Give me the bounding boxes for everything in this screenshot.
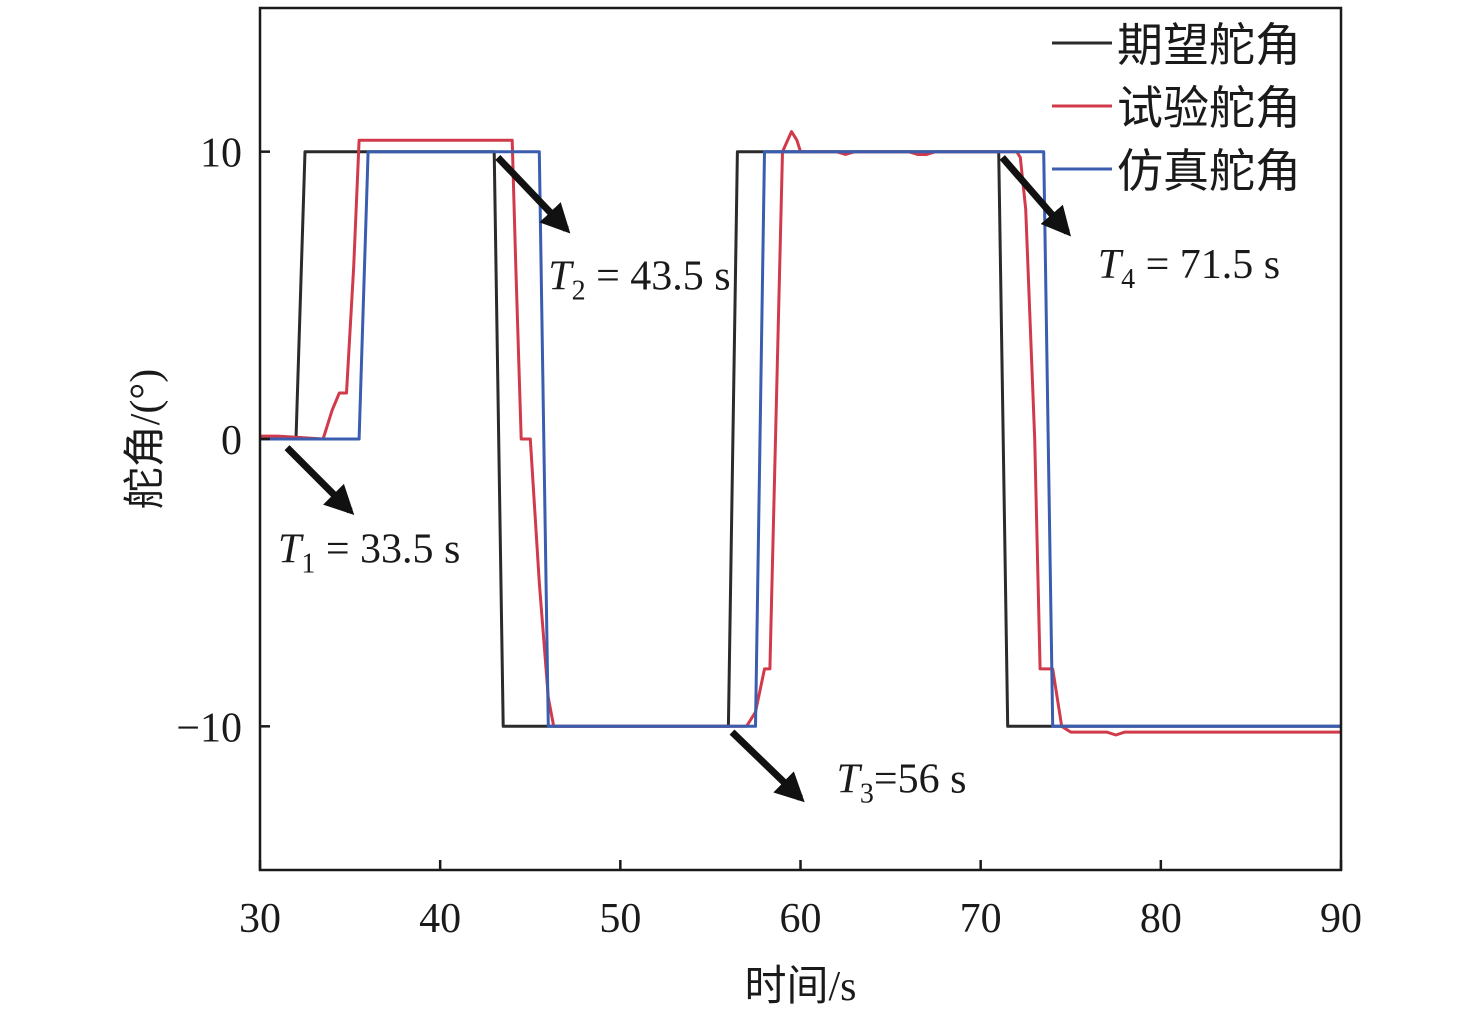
legend-label: 仿真舵角: [1117, 146, 1301, 197]
tick-labels: 30 40 50 60 70 80 90 −10 0 10: [176, 131, 1362, 942]
x-tick-label: 40: [419, 896, 461, 942]
x-tick-label: 80: [1140, 896, 1182, 942]
series-line-2: [260, 150, 1341, 728]
annotation-label: T2 = 43.5 s: [548, 254, 730, 307]
axis-ticks: [258, 150, 1343, 870]
series-line-0: [260, 150, 1341, 728]
x-tick-label: 60: [780, 896, 822, 942]
legend-label: 期望舵角: [1117, 20, 1301, 71]
y-tick-label: 0: [221, 418, 242, 464]
annotation-arrow: [495, 154, 571, 234]
y-tick-label: −10: [176, 705, 242, 751]
annotation-label: T1 = 33.5 s: [278, 527, 460, 580]
y-tick-label: 10: [200, 131, 242, 177]
annotations: T1 = 33.5 s T2 = 43.5 s T3=56 s T4 = 71.5 s: [278, 154, 1280, 809]
x-tick-label: 90: [1320, 896, 1362, 942]
x-tick-label: 70: [960, 896, 1002, 942]
y-axis-title: 舵角/(°): [123, 369, 169, 509]
x-tick-label: 50: [599, 896, 641, 942]
x-tick-label: 30: [239, 896, 281, 942]
plot-area-frame: [258, 6, 1343, 872]
series-line-1: [260, 130, 1341, 737]
annotation-label: T3=56 s: [837, 756, 967, 809]
x-axis-title: 时间/s: [744, 964, 856, 1010]
annotation-label: T4 = 71.5 s: [1098, 242, 1280, 295]
legend-label: 试验舵角: [1117, 83, 1301, 134]
annotation-arrow: [999, 155, 1072, 237]
annotation-arrow: [729, 729, 805, 803]
plot-lines: [260, 130, 1341, 737]
annotation-arrow: [284, 445, 355, 515]
